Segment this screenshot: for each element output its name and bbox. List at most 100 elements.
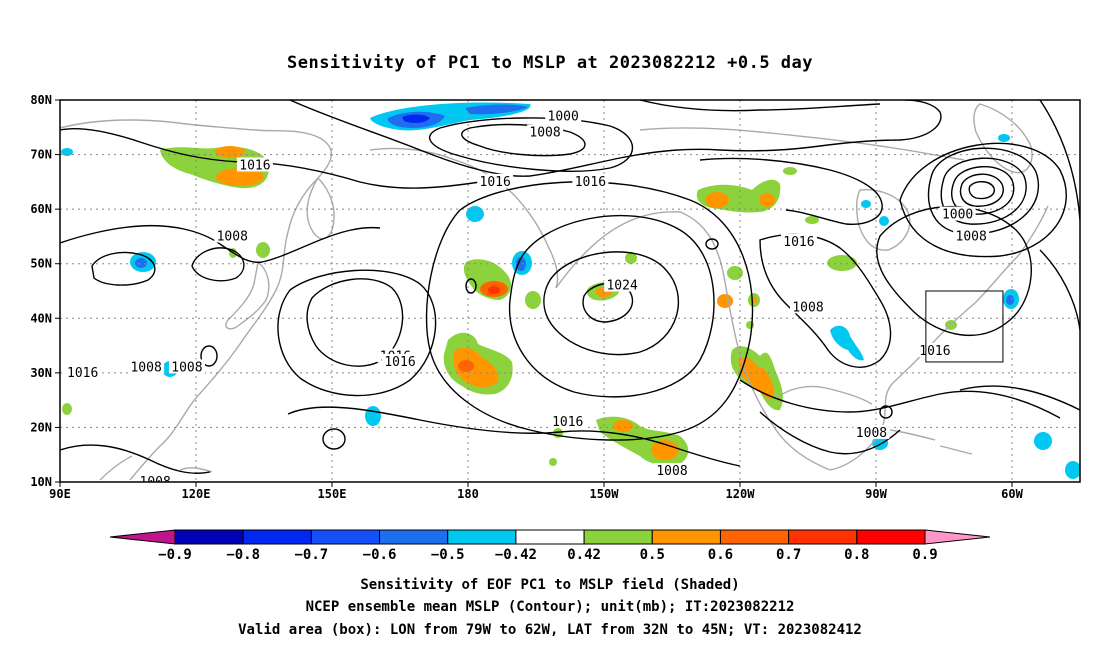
contour-label-9: 1008 — [956, 229, 987, 244]
label-lon-120w: 120W — [726, 487, 756, 501]
contour-subtropical-high-west-outer — [277, 269, 437, 397]
label-lat-30n: 30N — [30, 366, 52, 380]
positive-core-central-pacific-west — [453, 347, 499, 388]
contour-label-bg-19 — [654, 463, 690, 478]
figure-title: Sensitivity of PC1 to MSLP at 2023082212… — [287, 53, 813, 73]
contour-label-1: 1008 — [529, 126, 560, 141]
contour-label-bg-4 — [572, 173, 609, 188]
contour-label-19: 1008 — [656, 464, 687, 479]
negative-core-arctic-b — [465, 104, 528, 115]
coastline-kamchatka — [306, 176, 335, 240]
label-lat-20n: 20N — [30, 420, 52, 434]
contour-label-bg-8 — [939, 206, 976, 221]
contour-label-bg-10 — [790, 299, 826, 314]
colorbar-label-1: −0.8 — [226, 547, 260, 563]
label-lon-60w: 60W — [1001, 487, 1023, 501]
negative-area-canada-small — [879, 216, 889, 226]
positive-area-great-plains — [827, 255, 857, 271]
negative-area-central-pacific — [365, 406, 381, 426]
positive-area-atlantic-small — [62, 403, 72, 415]
colorbar-label-6: 0.42 — [567, 547, 601, 563]
label-lon-180: 180 — [457, 487, 479, 501]
colorbar-low-extension — [109, 529, 176, 545]
contour-label-bg-3 — [477, 173, 514, 188]
positive-area-hudson — [805, 216, 819, 224]
positive-core-siberia-a — [216, 168, 264, 186]
contour-small-low-tropics — [322, 428, 346, 450]
contour-atlantic-high — [959, 100, 1080, 411]
positive-peak-aleutian — [488, 286, 500, 294]
contour-east-pacific-1008 — [759, 411, 901, 455]
negative-area-greenland-small — [998, 134, 1010, 142]
contour-labrador-low-3 — [951, 166, 1015, 215]
label-lat-10n: 10N — [30, 475, 52, 489]
contour-labrador-1008 — [899, 142, 1067, 258]
contour-west-pacific-low-a — [91, 251, 156, 286]
contour-arctic-low-1008 — [428, 117, 634, 172]
contour-label-14: 1008 — [130, 360, 161, 375]
contour-labrador-low-1 — [968, 181, 995, 200]
positive-core-western-canada-b — [759, 193, 775, 207]
contour-label-0: 1000 — [548, 109, 579, 124]
colorbar-label-2: −0.7 — [295, 547, 329, 563]
coastline-gulf-of-mexico — [775, 385, 873, 405]
colorbar-label-10: 0.8 — [844, 547, 869, 563]
contour-label-7: 1016 — [783, 235, 814, 250]
label-lon-90e: 90E — [49, 487, 71, 501]
label-lon-150w: 150W — [590, 487, 620, 501]
contour-label-bg-5 — [604, 277, 641, 292]
contour-label-3: 1016 — [480, 175, 511, 190]
contour-labels: 1000 1008 1016 1016 1016 1024 1008 1016 1000 1008… — [64, 108, 990, 482]
caption-line-1: Sensitivity of EOF PC1 to MSLP field (Sh… — [360, 577, 739, 593]
colorbar-label-8: 0.6 — [708, 547, 733, 563]
colorbar-swatch-10 — [856, 529, 926, 545]
negative-area-atlantic-3 — [1065, 461, 1080, 479]
contour-label-6: 1008 — [217, 229, 248, 244]
map-plot-area: 1000 1008 1016 1016 1016 1024 1008 1016 1000 1008… — [59, 99, 1081, 483]
map-frame — [59, 99, 1081, 483]
colorbar-swatch-1 — [242, 529, 312, 545]
contour-west-pacific-1008 — [60, 224, 381, 263]
label-lat-80n: 80N — [30, 93, 52, 107]
coastline-caribbean — [889, 429, 973, 455]
valid-area-box — [925, 290, 1004, 363]
positive-core-western-canada-a — [705, 192, 729, 208]
colorbar-swatch-2 — [310, 529, 381, 545]
positive-area-bc-coast — [727, 266, 743, 280]
positive-area-oregon — [717, 294, 733, 308]
contour-small-low-plains — [879, 405, 893, 419]
contour-label-15: 1016 — [67, 366, 98, 381]
negative-area-us-midwest — [830, 325, 864, 361]
contour-label-bg-2 — [236, 157, 273, 172]
negative-core-atlantic-1 — [1006, 295, 1014, 305]
contour-north-pacific-high-1008 — [425, 181, 754, 441]
positive-core-mexico — [738, 357, 775, 399]
contour-label-bg-1 — [527, 124, 564, 139]
colorbar: −0.9 −0.8 −0.7 −0.6 −0.5 −0.42 0.42 0.5 0.6 0.7 0.… — [109, 529, 991, 563]
label-lon-90w: 90W — [865, 487, 887, 501]
contour-label-11: 1016 — [919, 344, 950, 359]
coastline-southeast-asia — [99, 455, 213, 481]
contour-label-bg-14 — [128, 359, 165, 374]
coastline-hudson-bay — [855, 189, 911, 251]
contour-small-low-nw — [465, 278, 477, 294]
positive-area-kuril — [256, 242, 270, 258]
colorbar-high-extension — [924, 529, 991, 545]
colorbar-swatch-9 — [788, 529, 858, 545]
caption-line-3: Valid area (box): LON from 79W to 62W, L… — [238, 622, 862, 638]
colorbar-swatch-7 — [651, 529, 721, 545]
negative-core-west-pacific — [135, 258, 147, 268]
contour-arctic-1016 — [289, 100, 942, 177]
positive-area-north-pacific — [525, 291, 541, 309]
coastline-greenland — [973, 103, 1033, 174]
contour-label-bg-17 — [549, 413, 586, 428]
colorbar-swatch-0 — [174, 529, 244, 545]
colorbar-label-4: −0.5 — [431, 547, 465, 563]
label-lat-60n: 60N — [30, 202, 52, 216]
negative-area-arctic-small — [61, 148, 73, 156]
contour-labrador-low-2 — [959, 173, 1004, 207]
label-lat-40n: 40N — [30, 311, 52, 325]
